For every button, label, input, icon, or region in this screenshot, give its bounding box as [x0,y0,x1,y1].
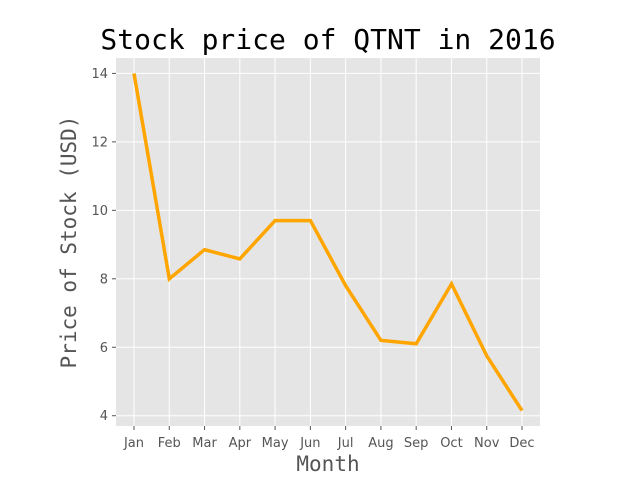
x-tick-label: Aug [368,436,393,451]
y-tick-label: 4 [100,409,108,424]
x-axis-ticks: Jan Feb Mar Apr May Jun Jul Aug Sep Oct Nov Dec [123,426,535,451]
chart-title: Stock price of QTNT in 2016 [100,23,555,56]
x-tick-label: Sep [404,436,429,451]
x-tick-label: May [262,436,289,451]
series-layer [132,73,524,412]
y-tick-label: 14 [91,67,108,82]
y-tick-label: 6 [100,341,108,356]
x-tick-label: Jun [299,436,320,451]
y-tick-label: 10 [91,204,108,219]
x-tick-label: Jan [123,436,144,451]
x-tick-label: Oct [440,436,462,451]
x-tick-label: Jul [337,436,354,451]
x-tick-label: Mar [192,436,217,451]
x-tick-label: Dec [509,436,534,451]
grid-lines [116,58,540,426]
x-tick-label: Apr [229,436,252,451]
plot-background [116,58,540,426]
y-tick-label: 12 [91,135,108,150]
series-line [132,73,524,412]
y-tick-label: 8 [100,272,108,287]
y-axis-label: Price of Stock (USD) [57,116,81,369]
x-axis-label: Month [296,452,359,476]
y-axis-ticks: 4 6 8 10 12 14 [91,67,116,424]
x-tick-label: Feb [158,436,181,451]
x-tick-label: Nov [474,436,500,451]
